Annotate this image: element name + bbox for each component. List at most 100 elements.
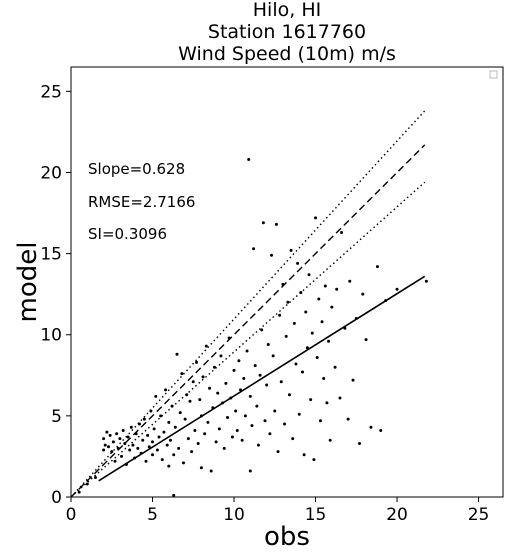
- data-point: [297, 412, 301, 416]
- data-point: [302, 453, 306, 457]
- data-point: [239, 388, 243, 392]
- data-point: [245, 349, 249, 353]
- data-point: [199, 466, 203, 470]
- data-point: [364, 338, 368, 342]
- data-point: [157, 435, 161, 439]
- data-point: [190, 450, 194, 454]
- data-point: [379, 428, 383, 432]
- data-point: [165, 443, 169, 447]
- data-point: [248, 394, 252, 398]
- data-point: [129, 425, 133, 429]
- data-point: [110, 450, 114, 454]
- data-point: [232, 368, 236, 372]
- data-point: [206, 420, 210, 424]
- data-point: [177, 446, 181, 450]
- title-line-2: Station 1617760: [208, 21, 366, 43]
- data-point: [247, 157, 251, 161]
- data-point: [346, 417, 350, 421]
- data-point: [188, 399, 192, 403]
- y-tick-label: 5: [51, 407, 62, 427]
- data-point: [147, 445, 151, 449]
- data-point: [172, 453, 176, 457]
- data-point: [115, 432, 119, 436]
- data-point: [181, 461, 185, 465]
- data-point: [343, 326, 347, 330]
- data-point: [172, 493, 176, 497]
- data-point: [384, 299, 388, 303]
- data-point: [265, 383, 269, 387]
- legend-box: [489, 70, 498, 79]
- data-point: [214, 440, 218, 444]
- data-point: [327, 339, 331, 343]
- data-point: [222, 446, 226, 450]
- data-point: [224, 381, 228, 385]
- data-point: [118, 437, 122, 441]
- data-point: [160, 458, 164, 462]
- data-point: [146, 433, 150, 437]
- data-point: [253, 364, 257, 368]
- y-tick-label: 20: [40, 163, 62, 183]
- data-point: [209, 469, 213, 473]
- data-point: [240, 438, 244, 442]
- data-point: [173, 425, 177, 429]
- data-point: [300, 370, 304, 374]
- data-point: [108, 433, 112, 437]
- x-tick-label: 0: [66, 505, 77, 525]
- data-point: [258, 373, 262, 377]
- data-point: [256, 443, 260, 447]
- data-point: [348, 279, 352, 283]
- data-point: [133, 456, 137, 460]
- data-point: [196, 441, 200, 445]
- y-axis-label: model: [13, 242, 43, 323]
- y-axis-ticks: 0 5 10 15 20 25: [40, 82, 71, 508]
- data-point: [230, 435, 234, 439]
- si-stat: SI=0.3096: [88, 225, 167, 243]
- data-point: [211, 406, 215, 410]
- data-point: [183, 417, 187, 421]
- data-point: [162, 430, 166, 434]
- line-dashed-0: [70, 144, 426, 498]
- data-point: [287, 393, 291, 397]
- data-point: [335, 287, 339, 291]
- data-point: [309, 398, 313, 402]
- data-point: [136, 446, 140, 450]
- data-point: [271, 354, 275, 358]
- data-point: [255, 404, 259, 408]
- x-tick-label: 15: [305, 505, 327, 525]
- data-point: [180, 372, 184, 376]
- data-point: [137, 422, 141, 426]
- data-point: [128, 448, 132, 452]
- data-point: [195, 360, 199, 364]
- data-point: [266, 342, 270, 346]
- data-point: [291, 437, 295, 441]
- data-point: [198, 398, 202, 402]
- data-point: [191, 380, 195, 384]
- data-point: [304, 310, 308, 314]
- data-point: [351, 378, 355, 382]
- data-point: [204, 344, 208, 348]
- data-point: [225, 415, 229, 419]
- data-point: [242, 377, 246, 381]
- data-point: [338, 396, 342, 400]
- data-point: [77, 490, 81, 494]
- data-point: [178, 411, 182, 415]
- data-point: [106, 445, 110, 449]
- data-point: [283, 422, 287, 426]
- data-point: [144, 459, 148, 463]
- data-point: [149, 409, 153, 413]
- data-point: [151, 453, 155, 457]
- data-point: [141, 438, 145, 442]
- data-point: [237, 359, 241, 363]
- data-point: [116, 446, 120, 450]
- data-point: [168, 438, 172, 442]
- data-point: [333, 365, 337, 369]
- data-point: [276, 450, 280, 454]
- data-point: [250, 424, 254, 428]
- data-point: [126, 435, 130, 439]
- data-point: [164, 388, 168, 392]
- data-point: [318, 419, 322, 423]
- data-point: [167, 420, 171, 424]
- data-point: [296, 261, 300, 265]
- title-line-3: Wind Speed (10m) m/s: [178, 43, 396, 65]
